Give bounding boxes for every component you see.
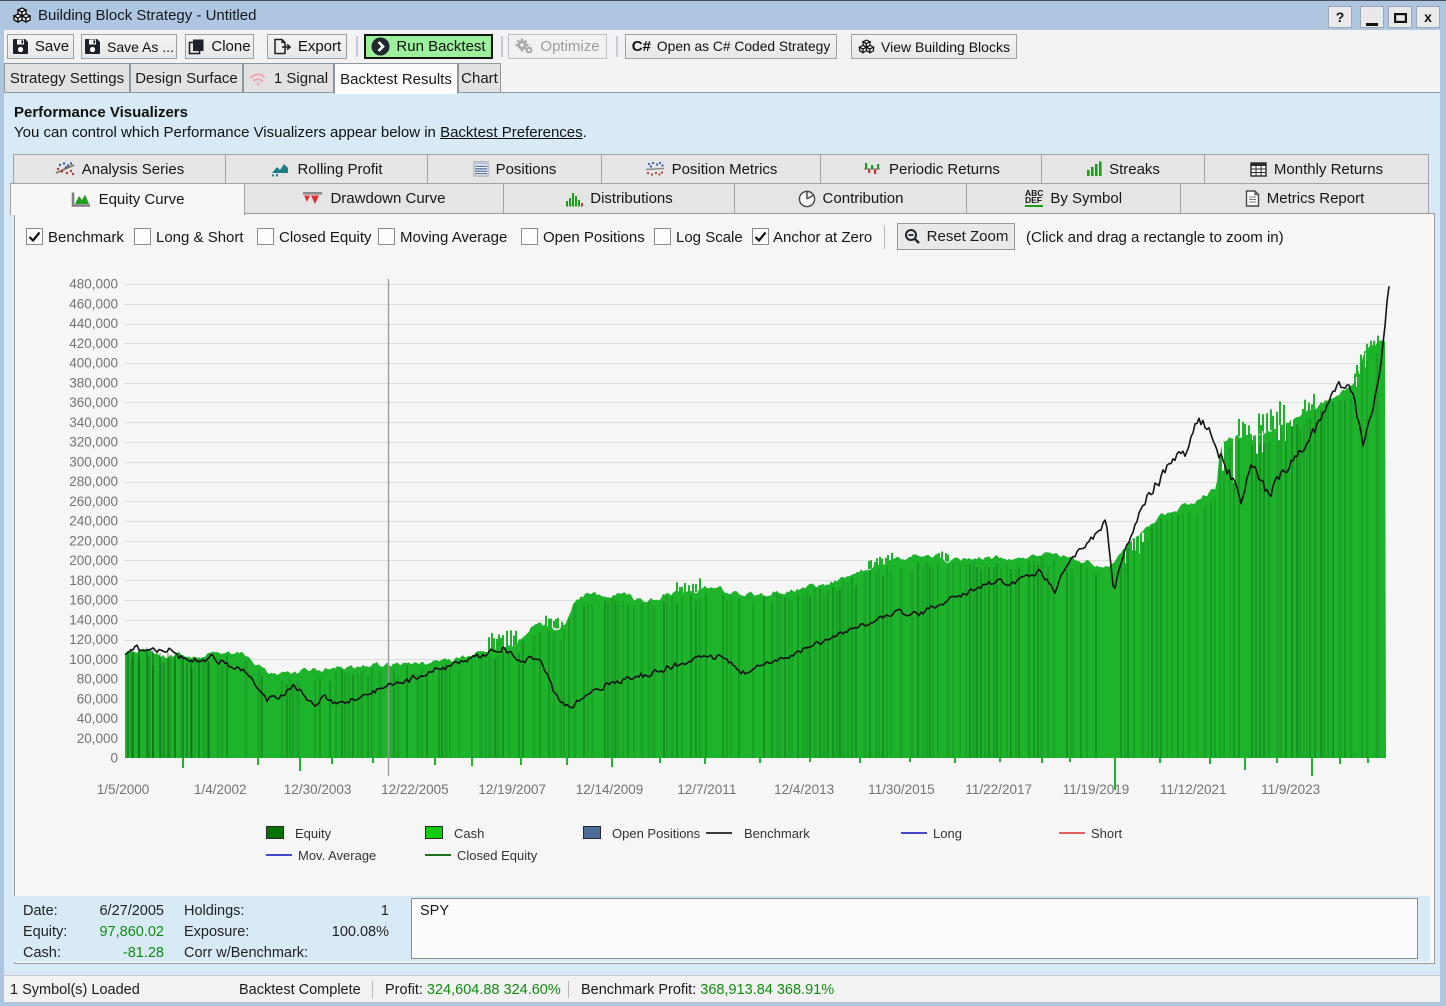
svg-text:180,000: 180,000 xyxy=(69,573,118,588)
svg-text:280,000: 280,000 xyxy=(69,474,118,489)
svg-text:60,000: 60,000 xyxy=(77,692,118,707)
svg-text:12/30/2003: 12/30/2003 xyxy=(284,782,352,797)
svg-text:11/12/2021: 11/12/2021 xyxy=(1160,782,1227,797)
svg-text:300,000: 300,000 xyxy=(69,454,118,469)
svg-text:400,000: 400,000 xyxy=(69,356,118,371)
svg-text:200,000: 200,000 xyxy=(69,553,118,568)
svg-text:12/4/2013: 12/4/2013 xyxy=(774,782,834,797)
svg-text:12/7/2011: 12/7/2011 xyxy=(677,782,736,797)
svg-text:12/14/2009: 12/14/2009 xyxy=(576,782,644,797)
svg-text:460,000: 460,000 xyxy=(69,296,118,311)
svg-text:440,000: 440,000 xyxy=(69,316,118,331)
svg-text:11/19/2019: 11/19/2019 xyxy=(1063,782,1130,797)
svg-text:12/22/2005: 12/22/2005 xyxy=(381,782,449,797)
svg-text:12/19/2007: 12/19/2007 xyxy=(478,782,546,797)
svg-text:480,000: 480,000 xyxy=(69,277,118,292)
svg-text:11/30/2015: 11/30/2015 xyxy=(868,782,935,797)
svg-text:220,000: 220,000 xyxy=(69,534,118,549)
svg-text:100,000: 100,000 xyxy=(69,652,118,667)
svg-text:420,000: 420,000 xyxy=(69,336,118,351)
svg-text:11/9/2023: 11/9/2023 xyxy=(1261,782,1320,797)
svg-text:160,000: 160,000 xyxy=(69,593,118,608)
svg-text:340,000: 340,000 xyxy=(69,415,118,430)
svg-text:140,000: 140,000 xyxy=(69,613,118,628)
svg-text:260,000: 260,000 xyxy=(69,494,118,509)
svg-text:360,000: 360,000 xyxy=(69,395,118,410)
svg-text:120,000: 120,000 xyxy=(69,632,118,647)
svg-text:20,000: 20,000 xyxy=(77,731,118,746)
svg-text:1/4/2002: 1/4/2002 xyxy=(194,782,247,797)
svg-text:80,000: 80,000 xyxy=(77,672,118,687)
svg-text:40,000: 40,000 xyxy=(77,711,118,726)
svg-text:380,000: 380,000 xyxy=(69,375,118,390)
svg-text:240,000: 240,000 xyxy=(69,514,118,529)
svg-text:11/22/2017: 11/22/2017 xyxy=(965,782,1032,797)
svg-text:1/5/2000: 1/5/2000 xyxy=(97,782,150,797)
svg-text:0: 0 xyxy=(110,751,118,766)
svg-text:320,000: 320,000 xyxy=(69,435,118,450)
